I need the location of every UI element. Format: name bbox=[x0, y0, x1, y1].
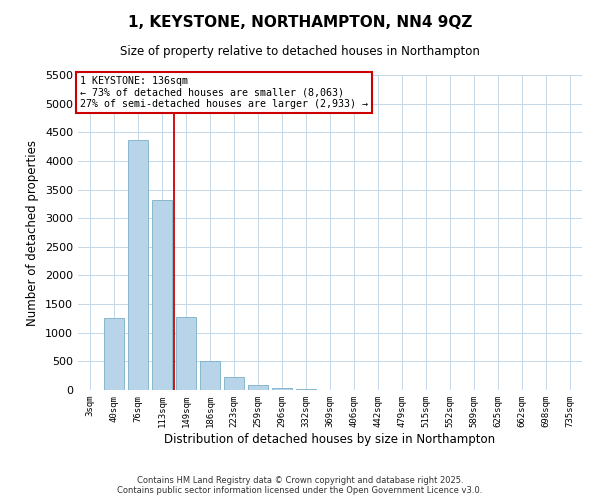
Y-axis label: Number of detached properties: Number of detached properties bbox=[26, 140, 40, 326]
Bar bbox=[104, 318, 124, 390]
Bar bbox=[224, 377, 244, 390]
Bar bbox=[272, 388, 292, 390]
Bar bbox=[248, 386, 268, 390]
Text: 1 KEYSTONE: 136sqm
← 73% of detached houses are smaller (8,063)
27% of semi-deta: 1 KEYSTONE: 136sqm ← 73% of detached hou… bbox=[80, 76, 368, 110]
X-axis label: Distribution of detached houses by size in Northampton: Distribution of detached houses by size … bbox=[164, 432, 496, 446]
Bar bbox=[200, 362, 220, 390]
Text: Contains HM Land Registry data © Crown copyright and database right 2025.
Contai: Contains HM Land Registry data © Crown c… bbox=[118, 476, 482, 495]
Bar bbox=[152, 200, 172, 390]
Bar bbox=[176, 316, 196, 390]
Text: Size of property relative to detached houses in Northampton: Size of property relative to detached ho… bbox=[120, 45, 480, 58]
Text: 1, KEYSTONE, NORTHAMPTON, NN4 9QZ: 1, KEYSTONE, NORTHAMPTON, NN4 9QZ bbox=[128, 15, 472, 30]
Bar bbox=[128, 140, 148, 390]
